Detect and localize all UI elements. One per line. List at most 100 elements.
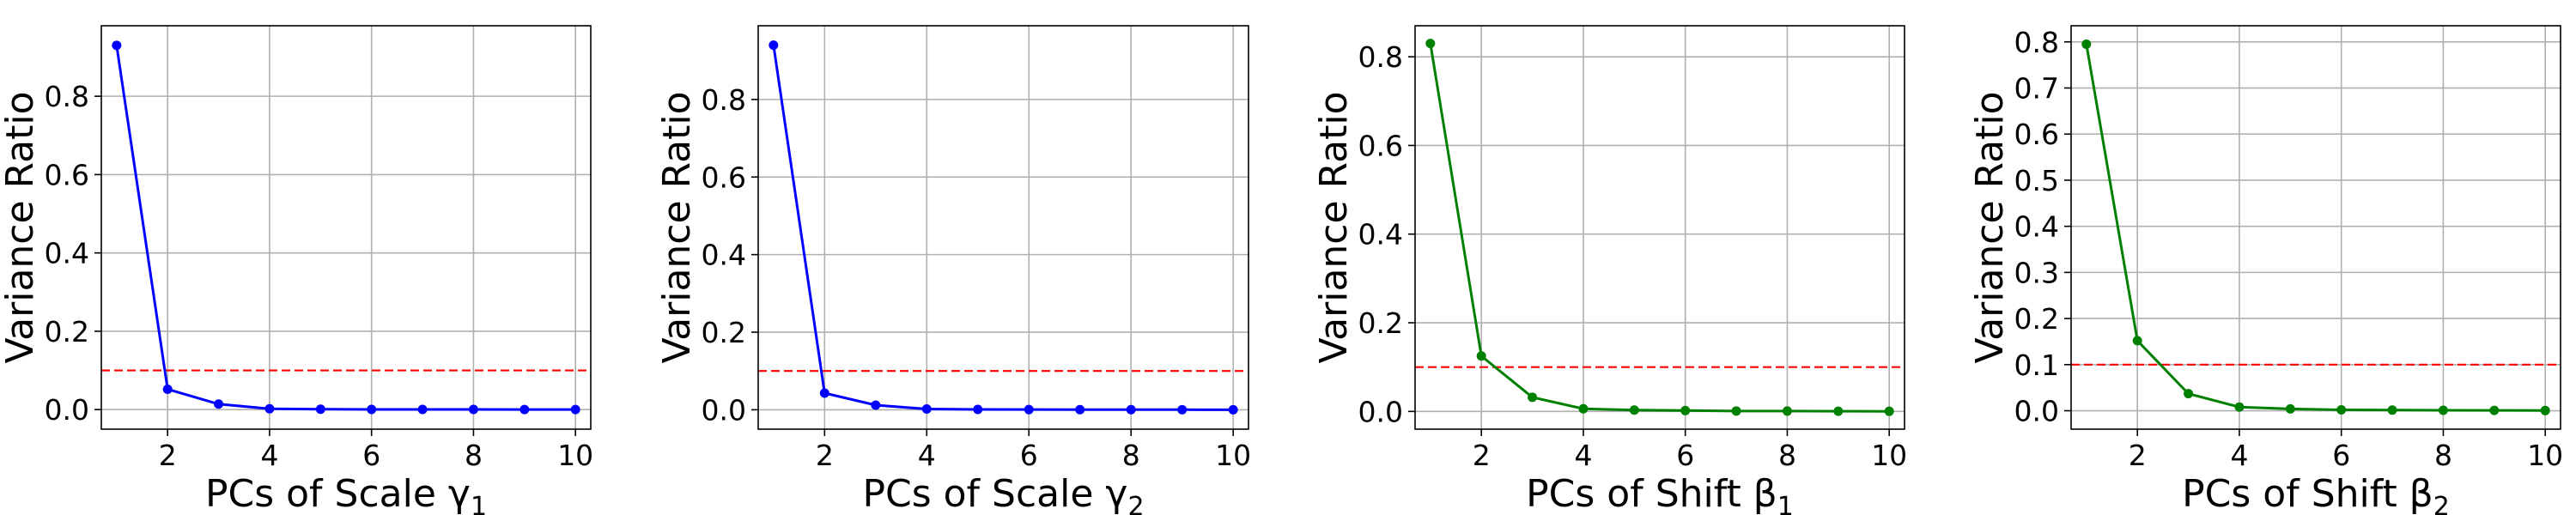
data-point-10 — [2540, 405, 2550, 415]
x-axis-label-text: PCs of Shift β — [1526, 472, 1777, 515]
x-axis-label-text: PCs of Scale γ — [862, 472, 1127, 515]
data-point-10 — [1228, 404, 1238, 415]
data-point-5 — [1629, 405, 1639, 415]
data-point-1 — [769, 40, 779, 51]
x-tick-label: 10 — [557, 439, 593, 472]
data-point-1 — [112, 40, 122, 51]
data-point-3 — [214, 399, 224, 409]
x-axis-label: PCs of Shift β2 — [2182, 472, 2450, 515]
y-tick-label: 0.5 — [2014, 164, 2059, 197]
x-tick-label: 6 — [2332, 439, 2350, 472]
y-tick-label: 0.0 — [45, 393, 89, 427]
chart-panel-1: 2 4 6 8 10 0.0 0.2 0.4 0.6 0.8 PCs of Scale γ1 Vari… — [0, 25, 593, 515]
series-line — [1429, 43, 1890, 413]
data-point-2 — [162, 384, 173, 394]
y-tick-label: 0.6 — [45, 158, 89, 191]
x-axis-label: PCs of Scale γ1 — [205, 472, 487, 515]
data-point-10 — [1884, 406, 1894, 416]
plot-frame — [757, 25, 1249, 430]
y-tick-label: 0.1 — [2014, 348, 2059, 382]
y-tick-label: 0.8 — [45, 80, 89, 113]
data-point-9 — [1833, 406, 1844, 416]
y-tick-label: 0.7 — [2014, 72, 2059, 106]
data-point-9 — [1177, 404, 1188, 415]
x-axis-label-subscript: 2 — [2433, 492, 2450, 515]
x-tick-label: 2 — [159, 439, 177, 472]
x-tick-label: 6 — [362, 439, 380, 472]
y-tick-label: 0.6 — [702, 161, 746, 194]
x-tick-label: 8 — [1778, 439, 1796, 472]
x-tick-label: 4 — [918, 439, 936, 472]
data-point-3 — [1528, 392, 1538, 403]
data-point-8 — [468, 404, 478, 415]
data-point-6 — [1680, 405, 1691, 415]
y-tick-label: 0.6 — [2014, 118, 2059, 151]
plot-frame — [2070, 25, 2561, 430]
data-point-9 — [519, 404, 530, 415]
x-tick-label: 6 — [1676, 439, 1694, 472]
data-point-1 — [2081, 39, 2092, 49]
x-tick-label: 8 — [465, 439, 483, 472]
y-tick-label: 0.0 — [1358, 395, 1403, 428]
data-point-8 — [2438, 405, 2448, 415]
y-axis-label: Variance Ratio — [1312, 91, 1356, 363]
x-axis-label-text: PCs of Scale γ — [205, 472, 471, 515]
data-point-8 — [1782, 406, 1792, 416]
data-point-6 — [367, 404, 377, 415]
x-tick-label: 4 — [1574, 439, 1592, 472]
y-tick-label: 0.2 — [702, 316, 746, 349]
y-axis-label: Variance Ratio — [0, 91, 42, 363]
chart-panel-3: 2 4 6 8 10 0.0 0.2 0.4 0.6 0.8 PCs of Shift β1 Vari… — [1312, 25, 1907, 515]
x-axis-label-subscript: 2 — [1127, 492, 1144, 515]
data-point-7 — [417, 404, 428, 415]
x-axis-label: PCs of Scale γ2 — [862, 472, 1144, 515]
y-axis-label: Variance Ratio — [655, 91, 699, 363]
y-tick-label: 0.8 — [1358, 40, 1403, 74]
y-tick-label: 0.4 — [45, 237, 89, 270]
data-point-5 — [973, 404, 983, 415]
x-tick-label: 10 — [1871, 439, 1907, 472]
data-point-7 — [2387, 405, 2397, 415]
data-point-2 — [1476, 351, 1486, 361]
data-point-5 — [2285, 403, 2295, 414]
data-point-4 — [264, 403, 275, 414]
y-axis-label: Variance Ratio — [1968, 91, 2012, 363]
x-tick-label: 4 — [2230, 439, 2248, 472]
data-point-10 — [570, 404, 580, 415]
data-point-6 — [1024, 404, 1034, 415]
y-tick-label: 0.2 — [45, 315, 89, 348]
x-axis-label-subscript: 1 — [471, 492, 487, 515]
data-point-8 — [1126, 404, 1136, 415]
series-line — [115, 45, 576, 411]
y-tick-label: 0.2 — [2014, 302, 2059, 336]
chart-panel-4: 2 4 6 8 10 0.0 0.1 0.2 0.3 0.4 0.5 0.6 0.7 0.8 PCs of … — [1968, 25, 2563, 515]
x-tick-label: 8 — [2434, 439, 2452, 472]
x-tick-label: 6 — [1020, 439, 1038, 472]
x-tick-label: 4 — [260, 439, 278, 472]
series-line — [772, 45, 1234, 411]
data-point-2 — [2132, 336, 2142, 346]
series-line — [2085, 44, 2546, 412]
x-axis-label: PCs of Shift β1 — [1526, 472, 1794, 515]
y-tick-label: 0.4 — [1358, 218, 1403, 251]
x-tick-label: 2 — [2129, 439, 2147, 472]
data-point-9 — [2489, 405, 2500, 415]
data-point-4 — [1578, 403, 1589, 414]
y-tick-label: 0.0 — [2014, 395, 2059, 428]
y-tick-label: 0.8 — [2014, 26, 2059, 59]
y-tick-label: 0.2 — [1358, 306, 1403, 340]
data-point-6 — [2336, 404, 2347, 415]
x-tick-label: 10 — [2527, 439, 2563, 472]
y-tick-label: 0.4 — [2014, 210, 2059, 244]
data-point-4 — [921, 404, 932, 414]
y-tick-label: 0.3 — [2014, 256, 2059, 289]
data-point-3 — [2184, 389, 2194, 399]
data-point-5 — [315, 404, 325, 415]
plot-frame — [100, 25, 592, 430]
y-tick-label: 0.8 — [702, 83, 746, 117]
x-tick-label: 10 — [1215, 439, 1251, 472]
y-tick-label: 0.6 — [1358, 129, 1403, 162]
x-tick-label: 2 — [1473, 439, 1491, 472]
